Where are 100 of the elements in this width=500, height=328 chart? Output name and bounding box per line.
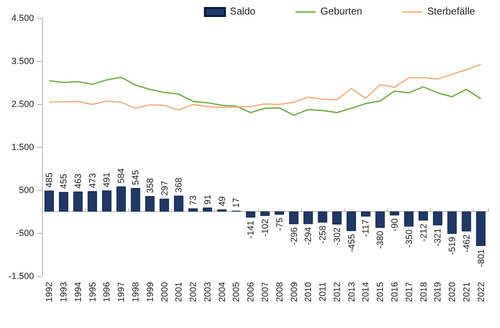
data-label: 91 <box>202 194 212 205</box>
x-tick-label: 2008 <box>274 282 284 302</box>
legend-label: Saldo <box>230 6 256 18</box>
data-label: -117 <box>360 220 371 237</box>
bar <box>346 212 356 232</box>
x-tick-label: 2012 <box>332 282 342 302</box>
data-label: -321 <box>432 228 443 246</box>
data-label: 368 <box>174 178 184 193</box>
bar <box>260 212 270 216</box>
x-tick-label: 2022 <box>476 282 486 302</box>
bar <box>88 191 98 212</box>
x-tick-label: 1996 <box>102 282 112 302</box>
x-tick-label: 1992 <box>44 282 54 302</box>
data-label: -212 <box>418 224 428 242</box>
bar <box>303 212 313 224</box>
x-tick-label: 2005 <box>231 282 242 302</box>
x-tick-label: 2000 <box>159 282 170 302</box>
x-tick-label: 2019 <box>432 282 443 302</box>
x-tick-label: 2014 <box>360 282 371 302</box>
data-label: -294 <box>303 227 314 246</box>
bar <box>202 208 212 212</box>
x-tick-label: 2004 <box>216 282 227 302</box>
x-tick-label: 2006 <box>246 282 256 302</box>
x-tick-label: 2009 <box>288 282 299 302</box>
data-label: 297 <box>159 180 170 196</box>
bar <box>130 188 140 212</box>
bar <box>332 212 342 224</box>
x-tick-label: 2021 <box>461 282 472 302</box>
data-label: 358 <box>144 178 155 194</box>
bar <box>361 212 370 217</box>
x-tick-label: 2011 <box>318 282 328 302</box>
bar <box>318 212 328 223</box>
data-label: 17 <box>231 198 242 208</box>
x-tick-label: 1997 <box>116 282 126 302</box>
data-label: -462 <box>461 234 472 252</box>
data-label: -801 <box>476 248 486 267</box>
line-series <box>48 76 482 116</box>
bar <box>44 190 54 212</box>
x-tick-label: 2017 <box>404 282 414 302</box>
x-tick-label: 2020 <box>447 282 458 302</box>
legend-label: Sterbefälle <box>427 6 476 18</box>
data-label: -455 <box>346 234 356 252</box>
bar <box>160 198 169 212</box>
data-label: -302 <box>332 227 342 246</box>
y-tick-label: 4.500 <box>11 13 34 23</box>
bar <box>432 212 442 226</box>
y-tick-label: 500 <box>18 185 34 195</box>
x-tick-label: 1999 <box>144 282 155 302</box>
bar <box>102 190 112 212</box>
y-tick-label: -1.500 <box>8 271 34 281</box>
data-label: 73 <box>188 195 198 206</box>
data-label: -90 <box>389 218 400 232</box>
data-label: -296 <box>288 227 299 246</box>
data-label: 584 <box>116 168 126 184</box>
data-label: 455 <box>58 174 69 189</box>
bar <box>390 212 400 216</box>
bar <box>375 212 385 228</box>
x-tick-label: 2016 <box>389 282 400 302</box>
x-tick-label: 2007 <box>260 282 270 302</box>
bar <box>58 192 68 212</box>
data-label: 49 <box>216 196 227 206</box>
data-label: -519 <box>447 236 458 255</box>
x-tick-label: 2010 <box>303 282 314 302</box>
bar <box>289 212 298 224</box>
y-tick-label: 3.500 <box>11 56 34 66</box>
bar <box>174 196 184 212</box>
x-tick-label: 1995 <box>87 282 98 302</box>
bar <box>462 212 472 232</box>
x-tick-label: 2001 <box>174 282 184 302</box>
bar <box>145 196 155 212</box>
y-tick-label: -500 <box>16 228 34 238</box>
bar <box>476 212 486 246</box>
bar <box>73 192 83 212</box>
bar <box>116 186 126 212</box>
x-tick-label: 2013 <box>346 282 356 302</box>
line-series <box>48 64 482 111</box>
data-label: -258 <box>318 226 328 244</box>
bar <box>246 212 256 218</box>
bar <box>447 212 457 234</box>
x-tick-label: 1998 <box>130 282 141 302</box>
data-label: 485 <box>44 172 54 188</box>
y-tick-label: 1.500 <box>11 142 34 152</box>
legend-label: Geburten <box>320 6 362 18</box>
y-tick-label: 2.500 <box>11 99 34 109</box>
x-tick-label: 2015 <box>375 282 386 302</box>
bar <box>404 212 414 227</box>
x-tick-label: 2002 <box>188 282 198 302</box>
data-label: -102 <box>260 218 270 237</box>
x-tick-label: 1993 <box>58 282 69 302</box>
data-label: 491 <box>102 172 112 188</box>
data-label: -380 <box>375 230 386 249</box>
data-label: -350 <box>404 230 414 248</box>
data-label: 473 <box>87 173 98 188</box>
bar <box>274 212 284 215</box>
x-tick-label: 2018 <box>418 282 428 302</box>
bar <box>418 212 428 221</box>
x-tick-label: 1994 <box>72 282 83 302</box>
data-label: -141 <box>246 220 256 239</box>
data-label: 463 <box>72 174 83 189</box>
bar <box>188 208 198 212</box>
